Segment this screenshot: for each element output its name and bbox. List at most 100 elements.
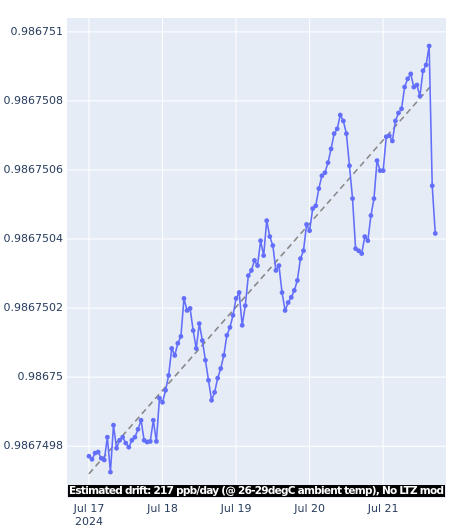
y-tick-label: 0.9867506 (4, 163, 64, 176)
x-tick-label: Jul 19 (220, 502, 252, 515)
data-point (147, 438, 153, 444)
data-point (301, 248, 306, 254)
data-point (233, 296, 239, 301)
data-point (285, 300, 291, 305)
data-point (169, 346, 175, 351)
data-point (224, 332, 230, 338)
data-point (193, 346, 199, 351)
data-point (347, 163, 352, 169)
data-point (359, 251, 365, 256)
x-tick-label: Jul 21 (367, 502, 399, 515)
data-point (120, 434, 126, 440)
data-point (432, 231, 438, 236)
data-point (429, 183, 435, 189)
data-point (239, 322, 245, 328)
data-point (356, 248, 362, 254)
data-point (322, 170, 328, 176)
data-point (331, 131, 337, 137)
data-point (117, 437, 123, 443)
data-point (160, 399, 165, 405)
data-point (157, 395, 162, 401)
data-point (316, 186, 322, 191)
data-point (89, 456, 95, 462)
data-point (123, 440, 129, 446)
data-point (273, 268, 279, 273)
data-point (150, 417, 156, 423)
data-point (218, 366, 224, 371)
data-point (175, 340, 181, 346)
data-point (337, 112, 343, 118)
data-point (319, 173, 325, 179)
x-tick-label: Jul 20 (293, 502, 325, 515)
data-point (203, 357, 208, 363)
y-tick-label: 0.9867504 (4, 232, 64, 245)
data-point (380, 168, 386, 174)
annotation: Estimated drift: 217 ppb/day (@ 26-29deg… (68, 485, 445, 497)
data-point (209, 397, 214, 403)
data-point (371, 196, 377, 202)
data-point (114, 445, 119, 451)
data-point (408, 71, 414, 77)
data-point (267, 234, 273, 239)
data-point (101, 457, 107, 463)
data-point (199, 338, 205, 343)
data-point (153, 438, 159, 444)
data-point (423, 62, 429, 68)
data-point (396, 110, 401, 116)
data-point (108, 469, 113, 475)
data-point (343, 131, 349, 137)
trend-line (88, 86, 431, 475)
data-point (313, 203, 319, 209)
data-point (212, 389, 218, 395)
data-point (310, 206, 316, 212)
data-point (270, 243, 276, 248)
data-point (307, 228, 313, 234)
data-point (350, 196, 355, 202)
data-point (298, 256, 303, 262)
data-point (129, 437, 135, 443)
data-point (190, 328, 196, 333)
y-tick-label: 0.9867502 (4, 301, 64, 314)
data-point (304, 222, 309, 227)
data-point (393, 118, 398, 124)
data-point (252, 258, 257, 263)
data-point (279, 290, 285, 295)
data-point (126, 444, 132, 450)
data-point (236, 290, 242, 295)
plot-background (67, 18, 446, 498)
data-point (215, 375, 221, 381)
data-point (282, 308, 288, 313)
x-tick-label: Jul 18 (146, 502, 178, 515)
annotation-text: Estimated drift: 217 ppb/day (@ 26-29deg… (69, 485, 444, 497)
data-point (261, 253, 267, 258)
data-point (178, 333, 184, 339)
data-point (196, 321, 202, 327)
data-point (221, 352, 227, 358)
data-point (255, 263, 260, 268)
data-point (104, 434, 110, 440)
data-point (245, 273, 251, 279)
data-point (248, 268, 254, 273)
annotation-box (68, 485, 445, 497)
data-point (417, 93, 423, 99)
y-tick-label: 0.986751 (11, 25, 64, 38)
data-point (288, 294, 294, 300)
data-point (365, 238, 371, 244)
data-point (294, 278, 300, 283)
data-point (172, 352, 178, 358)
data-point (258, 238, 263, 244)
data-point (166, 373, 172, 378)
data-point (132, 434, 138, 440)
data-point (86, 453, 92, 459)
data-point (95, 449, 101, 455)
data-point (206, 377, 211, 383)
data-point (386, 133, 392, 139)
data-point (420, 68, 426, 74)
data-point (405, 76, 411, 82)
data-point (368, 213, 374, 218)
data-point (276, 263, 282, 268)
data-point (340, 118, 346, 124)
y-tick-label: 0.98675 (18, 370, 64, 383)
data-point (163, 387, 168, 393)
